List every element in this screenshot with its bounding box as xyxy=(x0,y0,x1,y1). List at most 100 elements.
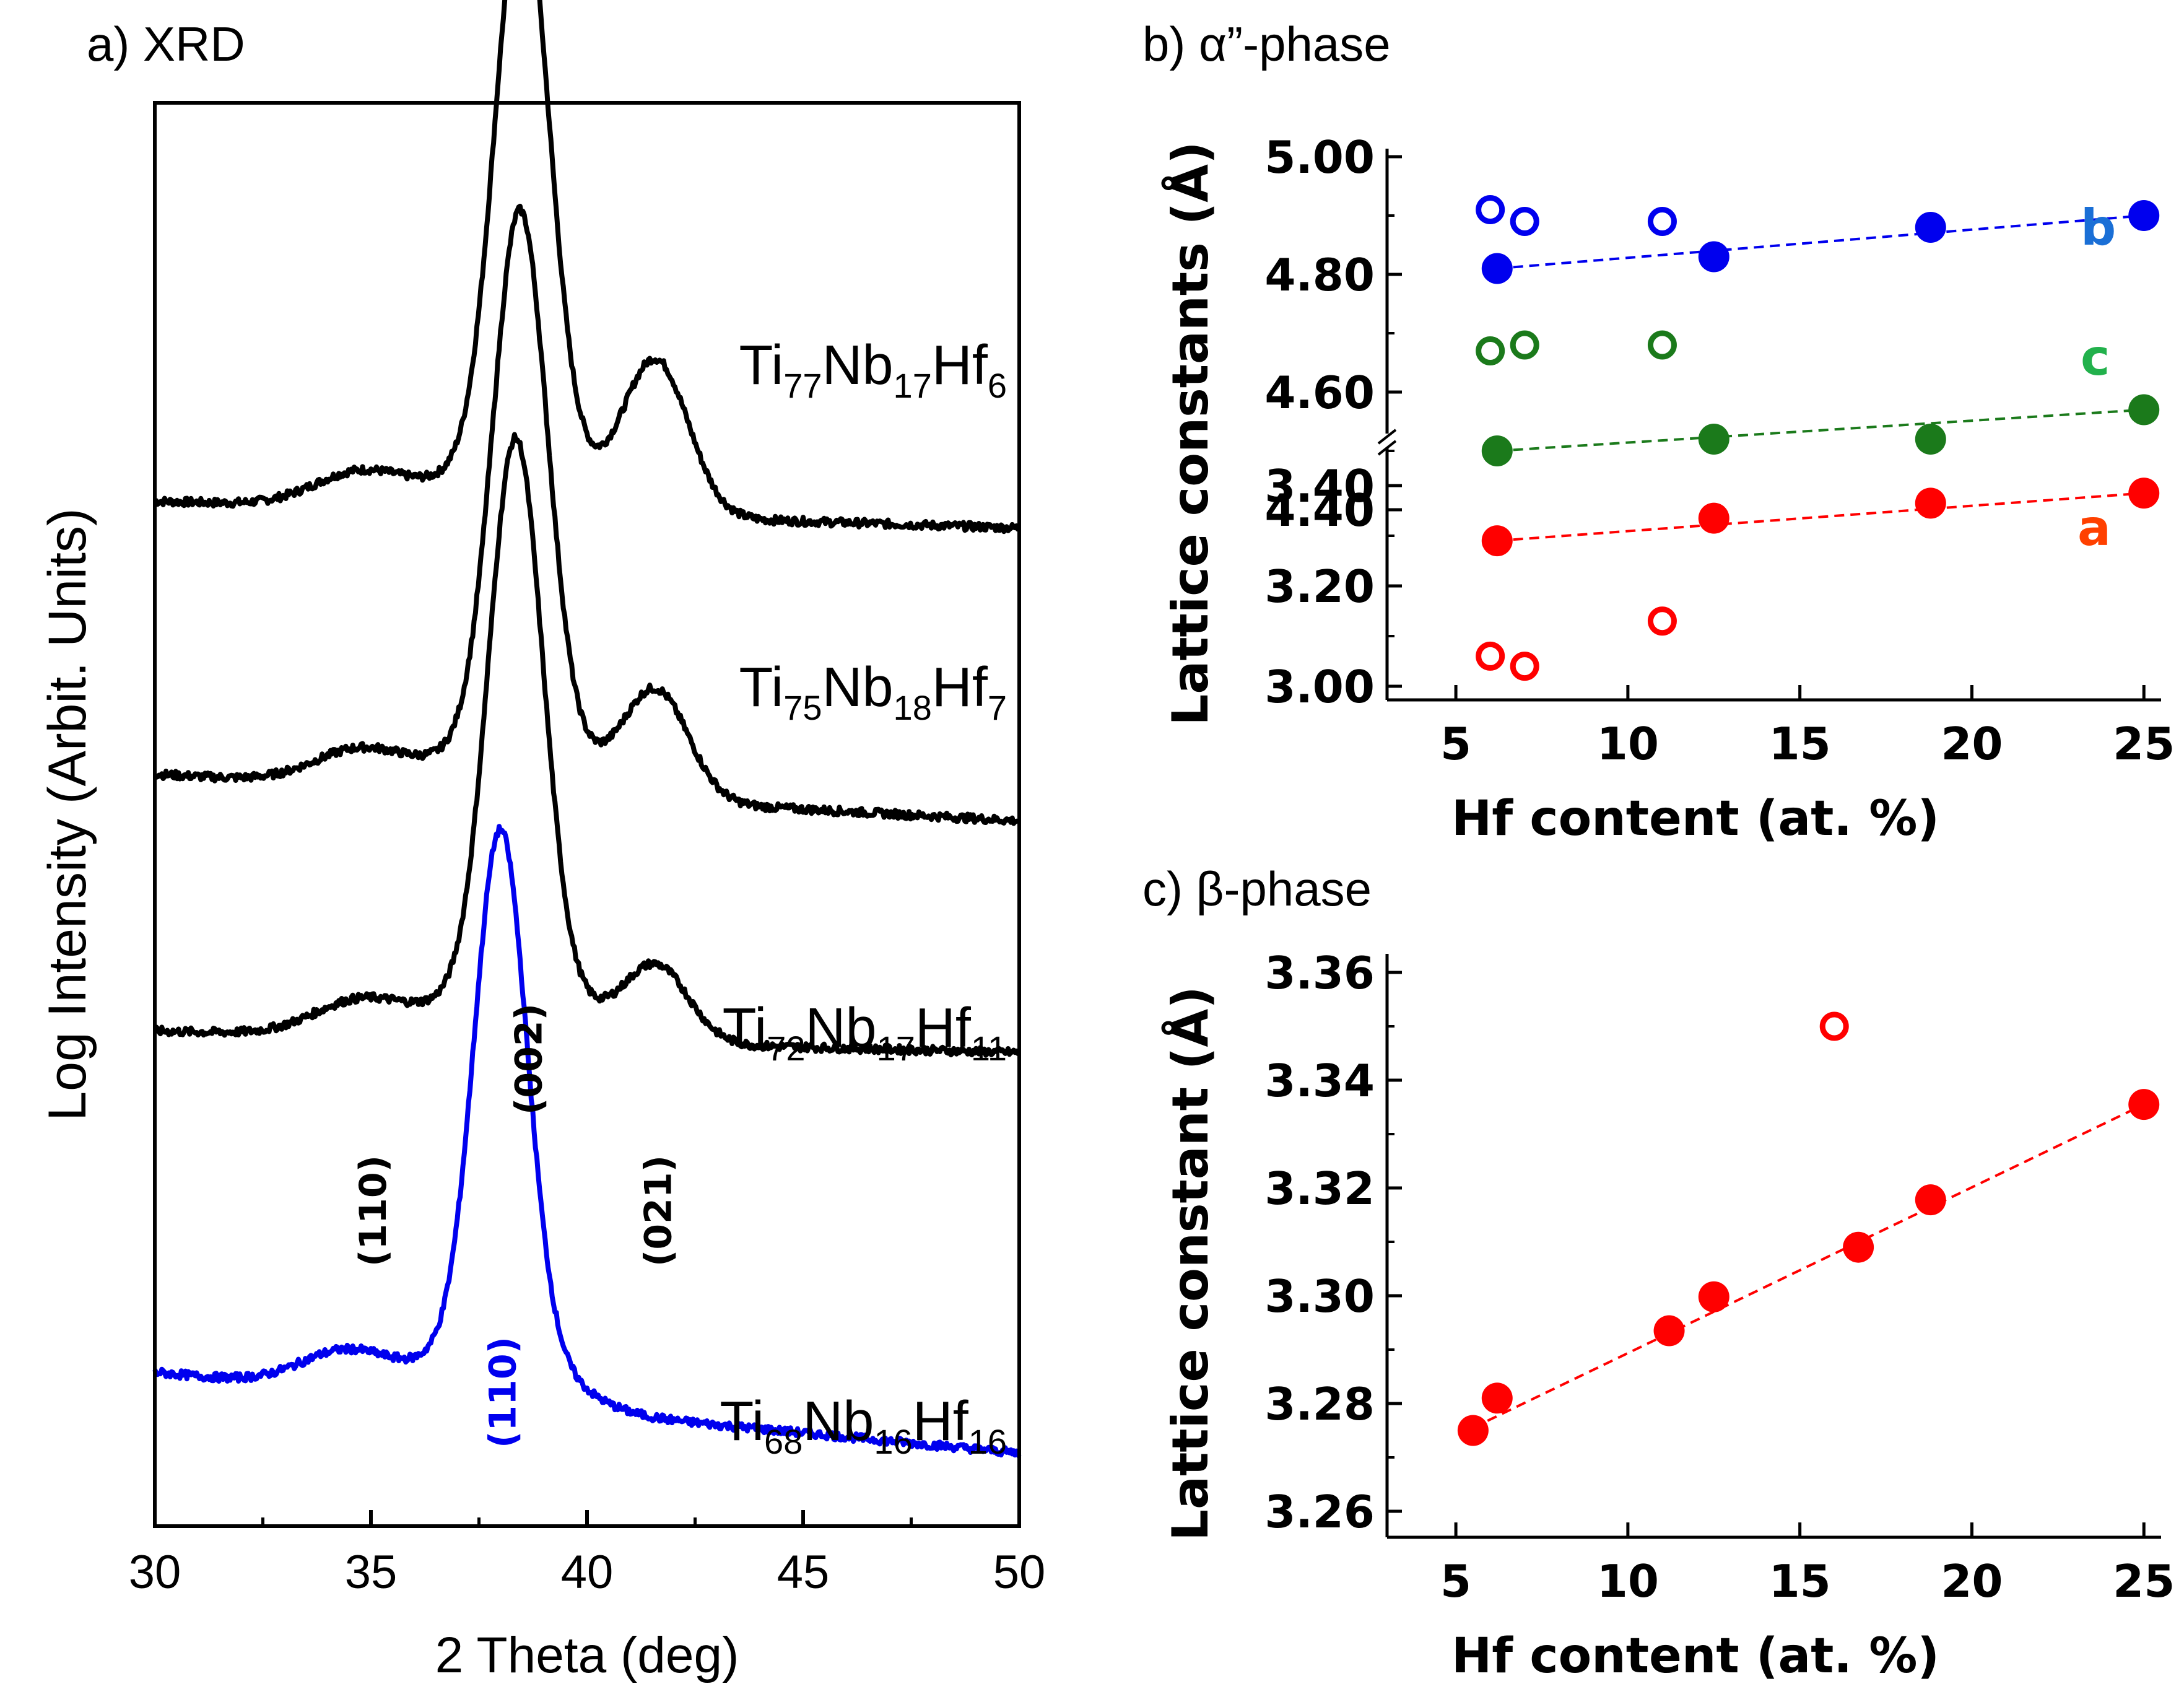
alpha-point-filled-b xyxy=(2128,200,2160,231)
alpha-point-open-b xyxy=(1510,207,1539,236)
alpha-point-filled-b xyxy=(1698,241,1729,273)
beta-x-axis-label: Hf content (at. %) xyxy=(1451,1628,1939,1684)
alpha-y-tick-label: 4.40 xyxy=(1264,484,1375,536)
beta-fit-line xyxy=(1473,1103,2145,1429)
beta-y-tick-label: 3.32 xyxy=(1264,1163,1375,1215)
xrd-sample-labels: Ti77Nb17Hf6 Ti75Nb18Hf7 Ti72Nb17Hf11 Ti68Nb… xyxy=(720,334,1007,1461)
beta-y-tick-label: 3.36 xyxy=(1264,947,1375,999)
xrd-x-tick-label: 50 xyxy=(993,1546,1046,1599)
xrd-peak-label: (110) xyxy=(481,1337,524,1448)
beta-y-tick-label: 3.26 xyxy=(1264,1486,1375,1538)
xrd-sample-label: Ti72Nb17Hf11 xyxy=(723,997,1007,1068)
beta-point-filled xyxy=(2128,1089,2160,1120)
xrd-x-ticks: 30 35 40 45 50 xyxy=(129,1510,1046,1599)
beta-y-tick-label: 3.28 xyxy=(1264,1378,1375,1430)
alpha-x-tick-label: 15 xyxy=(1769,718,1831,770)
xrd-curve-Ti68Nb16Hf16 xyxy=(152,824,1022,1458)
alpha-point-open-b xyxy=(1647,207,1677,236)
alpha-point-filled-a xyxy=(1481,525,1513,557)
xrd-sample-label: Ti75Nb18Hf7 xyxy=(739,657,1007,727)
xrd-panel: a) XRD (110) (002) (021) (110) Ti77Nb17Hf6 T… xyxy=(38,0,1045,1683)
beta-point-filled xyxy=(1843,1231,1874,1263)
alpha-point-filled-b xyxy=(1481,253,1513,284)
alpha-y-tick-label: 4.80 xyxy=(1264,249,1375,301)
alpha-x-axis-label: Hf content (at. %) xyxy=(1451,791,1939,847)
alpha-point-filled-b xyxy=(1915,212,1946,243)
beta-data-marks xyxy=(1457,1011,2160,1446)
beta-point-filled xyxy=(1653,1315,1685,1347)
alpha-x-tick-label: 25 xyxy=(2113,718,2175,770)
alpha-y-tick-label: 3.40 xyxy=(1264,460,1375,512)
xrd-x-tick-label: 45 xyxy=(777,1546,830,1599)
alpha-x-tick-label: 10 xyxy=(1597,718,1659,770)
xrd-curve-Ti77Nb17Hf6 xyxy=(154,0,1020,535)
beta-x-tick-label: 15 xyxy=(1769,1555,1831,1607)
alpha-axis-break-mark xyxy=(1377,429,1397,445)
alpha-point-filled-c xyxy=(2128,394,2160,426)
xrd-peak-annotations: (110) (002) (021) (110) xyxy=(352,1003,681,1448)
beta-y-ticks: 3.26 3.28 3.30 3.32 3.34 3.36 xyxy=(1264,947,1402,1538)
alpha-axis-break-mark xyxy=(1377,440,1397,456)
alpha-y-axis-label: Lattice constants (Å) xyxy=(1161,141,1219,725)
alpha-phase-panel: b) α”-phase 4.40 4.60 4.80 5.00 3.00 3.20 3.40… xyxy=(1142,17,2175,847)
beta-point-filled xyxy=(1457,1415,1489,1446)
beta-point-filled xyxy=(1698,1281,1729,1312)
alpha-fit-line-b xyxy=(1497,214,2144,270)
xrd-x-tick-label: 35 xyxy=(345,1546,398,1599)
xrd-panel-title: a) XRD xyxy=(87,17,245,71)
beta-phase-panel: c) β-phase 3.26 3.28 3.30 3.32 3.34 3.36 5 10 1… xyxy=(1142,862,2175,1684)
alpha-point-filled-a xyxy=(2128,478,2160,509)
beta-point-filled xyxy=(1915,1184,1946,1216)
beta-x-tick-label: 20 xyxy=(1941,1555,2003,1607)
xrd-x-axis-label: 2 Theta (deg) xyxy=(435,1627,739,1683)
alpha-point-filled-a xyxy=(1698,502,1729,534)
alpha-point-filled-c xyxy=(1915,424,1946,455)
alpha-point-open-c xyxy=(1476,336,1505,365)
alpha-y-tick-label: 4.60 xyxy=(1264,367,1375,419)
alpha-fit-line-c xyxy=(1497,408,2144,452)
xrd-peak-label: (021) xyxy=(637,1155,681,1267)
xrd-sample-label: Ti77Nb17Hf6 xyxy=(739,334,1007,405)
alpha-point-open-b xyxy=(1476,195,1505,224)
xrd-peak-label: (002) xyxy=(507,1003,550,1115)
alpha-series-label-b: b xyxy=(2081,199,2116,256)
alpha-point-open-a xyxy=(1647,606,1677,636)
xrd-x-tick-label: 40 xyxy=(561,1546,614,1599)
alpha-x-ticks: 5 10 15 20 25 xyxy=(1440,685,2175,770)
alpha-point-filled-a xyxy=(1915,487,1946,519)
alpha-series-label-c: c xyxy=(2081,329,2110,386)
alpha-y-tick-label: 3.00 xyxy=(1264,661,1375,713)
beta-point-open xyxy=(1819,1011,1849,1041)
alpha-fit-line-a xyxy=(1497,492,2144,543)
beta-x-tick-label: 10 xyxy=(1597,1555,1659,1607)
xrd-curve-Ti75Nb18Hf7 xyxy=(154,203,1020,826)
beta-y-tick-label: 3.34 xyxy=(1264,1055,1375,1107)
beta-panel-title: c) β-phase xyxy=(1142,862,1372,916)
alpha-point-filled-c xyxy=(1698,424,1729,455)
xrd-x-tick-label: 30 xyxy=(129,1546,181,1599)
alpha-y-ticks: 4.40 4.60 4.80 5.00 3.00 3.20 3.40 xyxy=(1264,131,1402,713)
alpha-x-tick-label: 20 xyxy=(1941,718,2003,770)
alpha-point-open-a xyxy=(1476,641,1505,671)
xrd-y-axis-label: Log Intensity (Arbit. Units) xyxy=(38,508,97,1120)
beta-plot-frame xyxy=(1385,954,2161,1539)
alpha-y-tick-label: 5.00 xyxy=(1264,131,1375,183)
alpha-series-label-a: a xyxy=(2077,499,2111,557)
alpha-point-open-c xyxy=(1510,330,1539,360)
beta-x-ticks: 5 10 15 20 25 xyxy=(1440,1522,2175,1607)
xrd-curves xyxy=(152,0,1022,1458)
alpha-x-tick-label: 5 xyxy=(1440,718,1471,770)
alpha-y-tick-label: 3.20 xyxy=(1264,561,1375,613)
beta-x-tick-label: 5 xyxy=(1440,1555,1471,1607)
alpha-panel-title: b) α”-phase xyxy=(1142,17,1391,71)
beta-x-tick-label: 25 xyxy=(2113,1555,2175,1607)
alpha-point-filled-c xyxy=(1481,435,1513,466)
xrd-peak-label: (110) xyxy=(352,1155,395,1267)
alpha-data-marks: b c a xyxy=(1476,195,2160,681)
beta-y-tick-label: 3.30 xyxy=(1264,1270,1375,1322)
alpha-plot-frame xyxy=(1377,149,2161,702)
alpha-point-open-a xyxy=(1510,652,1539,681)
beta-y-axis-label: Lattice constant (Å) xyxy=(1161,986,1219,1541)
